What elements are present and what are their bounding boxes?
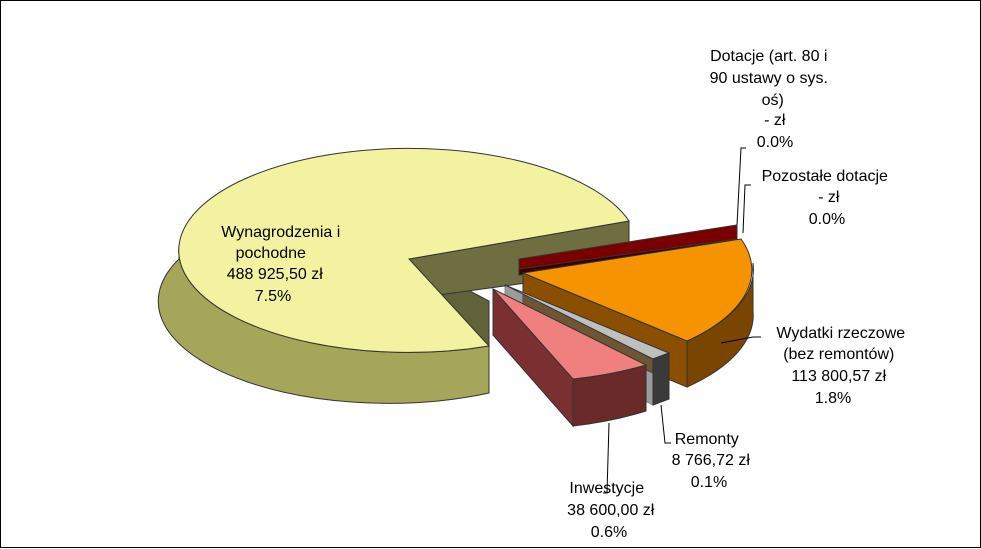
label-pozostale: Pozostałe dotacje - zł 0.0% [762,168,893,228]
slice-wynagrodzenia [157,147,630,404]
label-dotacje: Dotacje (art. 80 i 90 ustawy o sys. oś) … [710,48,833,151]
slice-inwestycje [492,287,648,428]
label-wynagrodzenia: Wynagrodzenia i pochodne 488 925,50 zł 7… [221,224,344,305]
leader-wydatki [720,336,761,344]
label-inwestycje: Inwestycje 38 600,00 zł 0.6% [567,480,659,541]
leader-dotacje [736,147,746,226]
slice-wydatki-top [521,238,753,342]
slice-remonty-side [652,352,670,406]
slice-inwestycje-top [492,288,648,380]
slice-wynagrodzenia-top [178,147,630,353]
leader-inwestycje [603,422,610,494]
label-remonty: Remonty 8 766,72 zł 0.1% [672,431,755,491]
leader-remonty [660,404,671,444]
leader-pozostale [742,184,751,234]
leader-lines [603,147,761,494]
label-wydatki: Wydatki rzeczowe (bez remontów) 113 800,… [776,325,909,407]
